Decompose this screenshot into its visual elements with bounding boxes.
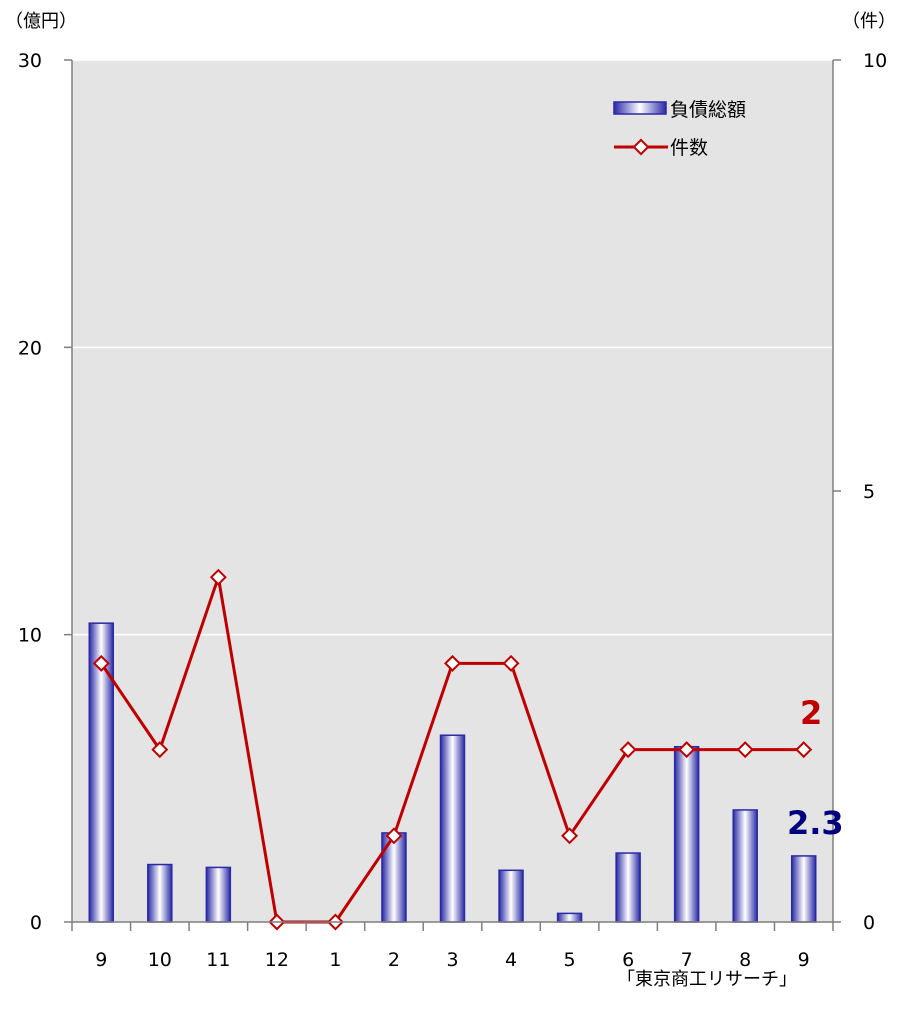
x-tick-label: 5 (564, 949, 576, 971)
bar (205, 866, 232, 923)
line-point (502, 654, 520, 672)
line-point (561, 827, 579, 845)
bar (673, 745, 700, 923)
line-point (92, 654, 110, 672)
axes (64, 59, 841, 931)
x-tick-label: 8 (739, 949, 751, 971)
bar (147, 863, 173, 923)
x-tick-label: 4 (505, 949, 517, 971)
right-tick-label: 5 (863, 481, 875, 503)
x-tick-label: 1 (329, 949, 341, 971)
x-tick-label: 7 (681, 949, 693, 971)
legend-bar-label: 負債総額 (670, 99, 746, 121)
x-tick-label: 3 (446, 949, 458, 971)
left-tick-label: 0 (30, 912, 42, 934)
line-point (444, 654, 461, 672)
line-point (151, 741, 169, 759)
x-tick-label: 12 (265, 949, 289, 971)
last-debt-label: 2.3 (787, 804, 844, 842)
legend-line-marker (632, 138, 650, 156)
bar (556, 912, 583, 923)
x-tick-label: 11 (206, 949, 230, 971)
x-tick-label: 10 (148, 949, 172, 971)
line-point (678, 741, 696, 759)
x-tick-label: 9 (95, 949, 107, 971)
line-point (385, 827, 403, 845)
bar (498, 869, 524, 923)
line-point (619, 741, 637, 759)
x-tick-label: 6 (622, 949, 634, 971)
left-tick-label: 20 (18, 337, 42, 359)
bar (732, 809, 758, 923)
x-tick-label: 2 (388, 949, 400, 971)
line-series (92, 568, 813, 931)
bar (439, 734, 466, 923)
left-axis-unit: （億円） (5, 11, 77, 32)
legend-line-label: 件数 (670, 137, 708, 159)
bar (790, 855, 817, 923)
x-tick-label: 9 (798, 949, 810, 971)
left-tick-label: 10 (18, 625, 42, 647)
legend-bar-swatch (613, 101, 667, 115)
line-point (209, 568, 227, 586)
right-axis-unit: （件） (842, 11, 896, 32)
line-point (795, 741, 813, 759)
source-credit: 「東京商工リサーチ」 (617, 969, 797, 990)
bar (615, 852, 641, 923)
legend: 負債総額 件数 (613, 99, 746, 159)
right-tick-label: 10 (863, 50, 887, 72)
last-count-label: 2 (800, 694, 822, 732)
right-tick-label: 0 (863, 912, 875, 934)
left-tick-label: 30 (18, 50, 42, 72)
line-point (736, 741, 754, 759)
